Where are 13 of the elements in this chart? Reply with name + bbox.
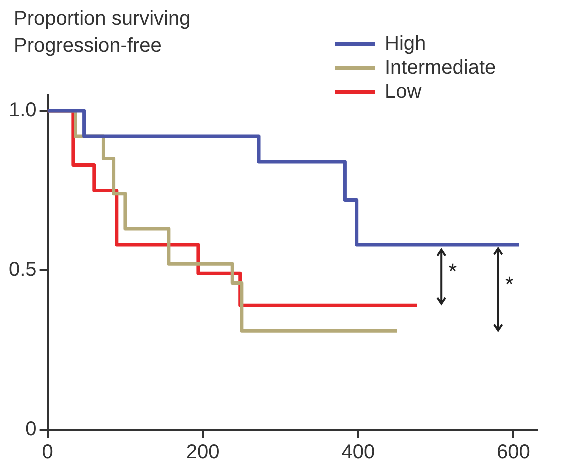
y-axis-title: Proportion surviving Progression-free — [14, 7, 191, 59]
legend-label: High — [385, 32, 426, 56]
y-tick-label: 0 — [26, 418, 37, 441]
annotation: * — [448, 258, 458, 285]
y-tick-label: 0.5 — [8, 258, 37, 281]
x-tick-label: 600 — [497, 442, 530, 464]
legend-label: Intermediate — [385, 56, 496, 80]
x-tick-label: 200 — [186, 442, 220, 464]
x-tick-label: 400 — [342, 442, 376, 464]
x-tick-label: 0 — [42, 442, 54, 464]
legend-label: Low — [385, 80, 422, 104]
annotation: * — [505, 272, 514, 298]
y-tick-label: 1.0 — [8, 99, 37, 122]
